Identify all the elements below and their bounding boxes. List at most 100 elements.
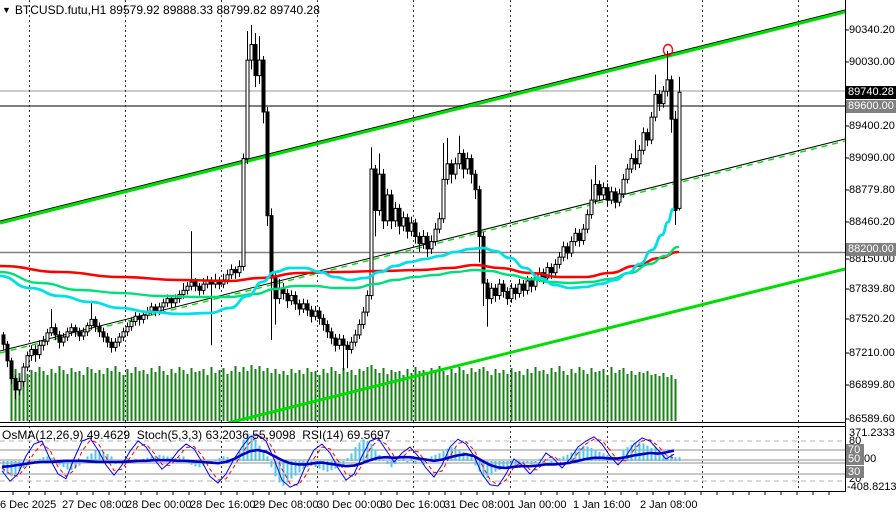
candle-up xyxy=(301,303,306,310)
candle-up xyxy=(369,168,374,297)
candle-down xyxy=(513,287,518,294)
candle-up xyxy=(497,283,502,297)
candle-up xyxy=(581,228,586,242)
candle-down xyxy=(397,207,402,227)
candle-down xyxy=(77,331,82,337)
ma-cyan xyxy=(0,207,675,316)
time-axis-label: 31 Dec 08:00 xyxy=(444,499,510,511)
candle-up xyxy=(641,132,646,151)
candle-up xyxy=(229,269,234,276)
candle-down xyxy=(97,326,102,333)
price-axis-label: 86899.80 xyxy=(849,378,895,391)
candle-up xyxy=(553,263,558,274)
candle-up xyxy=(453,163,458,175)
candle-up xyxy=(117,336,122,343)
candle-down xyxy=(197,285,202,291)
candle-up xyxy=(365,295,370,313)
candle-up xyxy=(225,274,230,281)
candle-up xyxy=(41,340,46,346)
candle-up xyxy=(349,341,354,350)
candle-down xyxy=(389,194,394,222)
candle-up xyxy=(617,193,622,203)
price-level-badge: 89600.00 xyxy=(846,99,896,113)
candle-up xyxy=(157,306,162,312)
candle-down xyxy=(101,331,106,338)
candle-down xyxy=(633,158,638,165)
candle-up xyxy=(81,331,86,337)
candle-up xyxy=(561,246,566,258)
candle-up xyxy=(593,184,598,201)
candle-down xyxy=(193,281,198,287)
candle-up xyxy=(237,265,242,274)
candle-down xyxy=(329,331,334,339)
candle-up xyxy=(337,338,342,346)
candle-up xyxy=(289,295,294,302)
candle-up xyxy=(637,149,642,165)
time-axis-label: 1 Jan 16:00 xyxy=(573,499,631,511)
sell-marker-circle xyxy=(662,43,674,57)
chart-title: ▼ BTCUSD.futu,H1 89579.92 89888.33 88799.… xyxy=(2,3,320,17)
candle-up xyxy=(189,281,194,287)
candle-up xyxy=(629,158,634,170)
candle-down xyxy=(529,280,534,287)
indicator-axis-label: -408.8213 xyxy=(847,480,896,493)
candle-up xyxy=(357,324,362,336)
candle-down xyxy=(565,246,570,254)
candle-up xyxy=(37,344,42,356)
indicator-level-badge: 30 xyxy=(846,465,864,478)
candle-up xyxy=(85,325,90,333)
candle-down xyxy=(345,344,350,350)
time-axis-label: 1 Jan 00:00 xyxy=(509,499,567,511)
candle-down xyxy=(481,235,486,284)
candle-down xyxy=(265,111,270,217)
candle-up xyxy=(241,158,246,267)
candle-up xyxy=(89,318,94,327)
candle-down xyxy=(233,269,238,274)
candle-up xyxy=(665,79,670,92)
price-axis-label: 87839.80 xyxy=(849,282,895,295)
candle-up xyxy=(173,298,178,304)
candle-up xyxy=(517,283,522,294)
candle-down xyxy=(137,315,142,320)
candle-down xyxy=(597,184,602,196)
symbol-dropdown-arrow-icon[interactable]: ▼ xyxy=(2,5,11,15)
candle-up xyxy=(433,228,438,243)
candle-up xyxy=(441,178,446,220)
candle-down xyxy=(5,343,10,362)
candle-up xyxy=(113,341,118,348)
candle-down xyxy=(341,338,346,346)
candle-down xyxy=(493,287,498,297)
candle-up xyxy=(393,207,398,222)
ohlc-high: 89888.33 xyxy=(163,3,214,17)
osma-value: 49.4629 xyxy=(86,428,131,442)
candle-up xyxy=(465,158,470,170)
candle-up xyxy=(161,302,166,308)
candle-up xyxy=(621,178,626,195)
candle-up xyxy=(649,116,654,141)
candle-down xyxy=(93,318,98,328)
price-level-badge: 88200.00 xyxy=(846,242,896,256)
candle-down xyxy=(317,310,322,319)
candle-down xyxy=(297,303,302,310)
candle-up xyxy=(445,163,450,180)
candle-up xyxy=(545,267,550,279)
candle-down xyxy=(305,303,310,311)
time-axis-label: 6 Dec 2025 xyxy=(0,499,57,511)
candle-up xyxy=(457,152,462,165)
candle-down xyxy=(549,267,554,274)
indicator-level-badge: 50 xyxy=(846,452,864,465)
main-chart-area xyxy=(0,0,845,422)
candle-up xyxy=(25,355,30,368)
candle-down xyxy=(657,93,662,105)
stoch-label: Stoch(5,3,3) xyxy=(136,428,203,442)
candle-down xyxy=(425,235,430,250)
candle-down xyxy=(605,187,610,201)
candle-up xyxy=(185,285,190,291)
candle-up xyxy=(489,287,494,300)
candle-down xyxy=(417,235,422,245)
candle-up xyxy=(385,194,390,222)
time-axis-label: 30 Dec 00:00 xyxy=(317,499,383,511)
candle-up xyxy=(125,326,130,333)
candle-down xyxy=(153,306,158,312)
